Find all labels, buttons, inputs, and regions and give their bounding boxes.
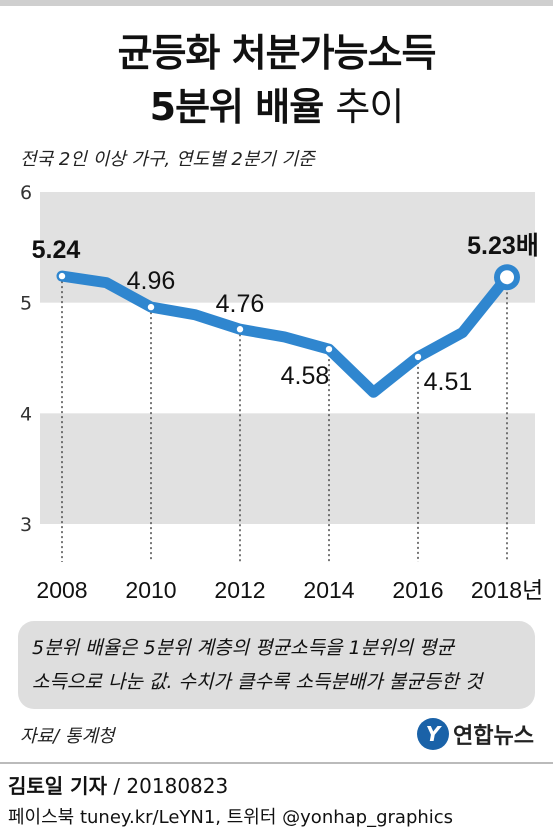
band-3-4 <box>40 413 535 524</box>
note-line-2: 소득으로 나눈 값. 수치가 클수록 소득분배가 불균등한 것 <box>32 671 483 693</box>
footer-divider <box>0 762 553 764</box>
data-labels: 5.24 4.96 4.76 4.58 4.51 5.23배 <box>32 232 539 396</box>
end-point-marker-inner <box>500 270 514 285</box>
y-tick-label: 3 <box>20 514 32 536</box>
title-line-1: 균등화 처분가능소득 <box>117 31 437 75</box>
x-axis: 2008 2010 2012 2014 2016 2018년 <box>36 577 543 603</box>
drop-lines <box>61 276 508 562</box>
infographic: 균등화 처분가능소득 5분위 배율 추이 전국 2인 이상 가구, 연도별 2분… <box>0 0 553 750</box>
title-bold: 5분위 배율 <box>149 85 325 129</box>
point-marker <box>147 303 155 311</box>
data-label: 4.76 <box>216 290 265 318</box>
point-marker <box>325 345 333 353</box>
x-tick-label: 2012 <box>214 577 265 603</box>
point-marker <box>58 272 66 280</box>
x-tick-label: 2014 <box>303 577 354 603</box>
logo-mark-icon: Y <box>417 718 449 750</box>
y-tick-label: 6 <box>20 182 32 204</box>
source-text: 자료/ 통계청 <box>20 726 115 747</box>
series-line <box>56 270 513 398</box>
band-5-6 <box>40 192 535 303</box>
reporter-line: 김토일 기자 / 20180823 <box>8 770 228 799</box>
data-label: 5.23배 <box>467 232 539 260</box>
title-light: 추이 <box>335 85 404 129</box>
background-bands <box>40 192 535 524</box>
note-box: 5분위 배율은 5분위 계층의 평균소득을 1분위의 평균 소득으로 나눈 값.… <box>18 621 535 709</box>
series <box>56 264 520 398</box>
chart-subtitle: 전국 2인 이상 가구, 연도별 2분기 기준 <box>20 149 315 170</box>
y-axis: 3 4 5 6 <box>20 182 32 536</box>
point-marker <box>236 326 244 333</box>
title-line-2: 5분위 배율 추이 <box>0 76 553 131</box>
reporter-name: 김토일 기자 <box>8 774 107 798</box>
data-label: 4.58 <box>281 362 330 390</box>
yonhap-logo: Y 연합뉴스 <box>417 718 534 750</box>
point-marker <box>414 353 422 361</box>
data-label: 4.51 <box>424 368 473 396</box>
x-tick-label: 2010 <box>125 577 176 603</box>
x-tick-label: 2008 <box>36 577 87 603</box>
y-tick-label: 5 <box>20 293 32 315</box>
data-label: 5.24 <box>32 236 81 264</box>
top-bar <box>0 0 553 6</box>
reporter-date: / 20180823 <box>106 774 229 798</box>
x-tick-label: 2016 <box>392 577 443 603</box>
note-line-1: 5분위 배율은 5분위 계층의 평균소득을 1분위의 평균 <box>32 637 455 659</box>
logo-text: 연합뉴스 <box>453 724 534 749</box>
data-label: 4.96 <box>127 267 176 295</box>
social-links: 페이스북 tuney.kr/LeYN1, 트위터 @yonhap_graphic… <box>8 807 454 828</box>
y-tick-label: 4 <box>20 403 32 425</box>
x-tick-label: 2018년 <box>471 577 543 603</box>
